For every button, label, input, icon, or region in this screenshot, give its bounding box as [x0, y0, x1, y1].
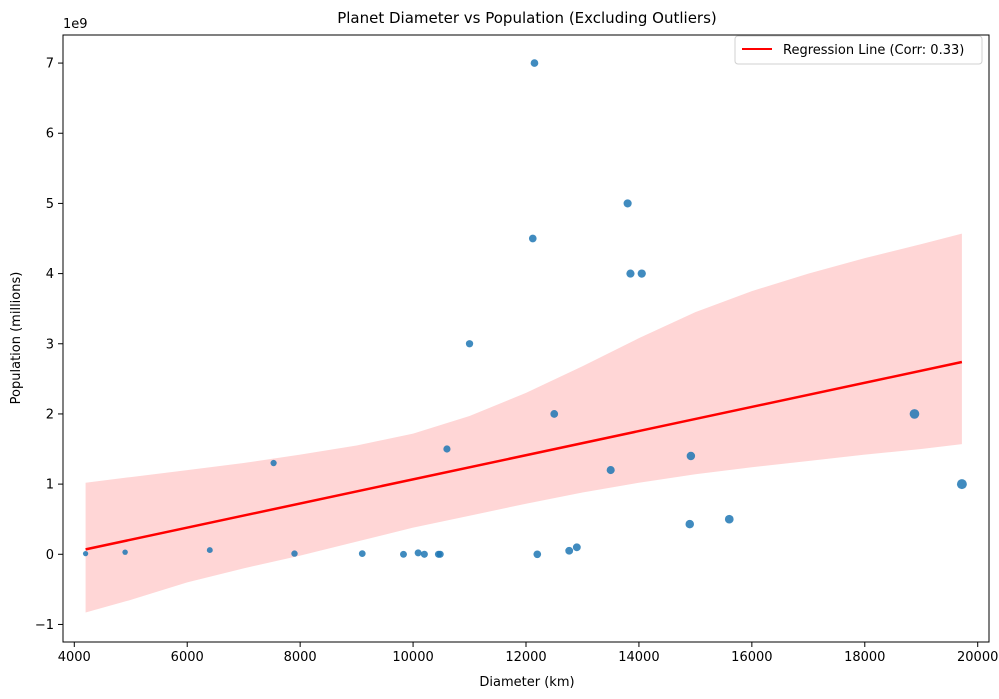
data-point — [528, 234, 537, 243]
points-layer — [82, 59, 967, 559]
regression-line-layer — [85, 360, 963, 551]
data-point — [550, 410, 559, 418]
data-point — [572, 543, 581, 552]
y-tick-label: −1 — [35, 618, 54, 633]
data-point — [724, 514, 734, 524]
y-tick-label: 1 — [46, 478, 54, 493]
y-tick-label: 3 — [46, 337, 54, 352]
data-point — [956, 479, 967, 490]
data-point — [82, 550, 89, 557]
x-tick-label: 8000 — [284, 650, 317, 665]
data-point — [443, 445, 451, 453]
data-point — [206, 547, 213, 554]
data-point — [686, 451, 696, 461]
data-point — [606, 466, 615, 475]
data-point — [623, 199, 632, 208]
y-tick-label: 5 — [46, 197, 54, 212]
x-tick-label: 20000 — [957, 650, 998, 665]
data-point — [533, 550, 542, 559]
y-tick-label: 2 — [46, 407, 54, 422]
legend-box — [734, 35, 983, 65]
data-point — [436, 550, 444, 558]
y-tick-label: 6 — [46, 127, 54, 142]
y-tick-label: 4 — [46, 267, 54, 282]
data-point — [400, 550, 407, 558]
x-tick-label: 14000 — [618, 650, 659, 665]
data-point — [909, 409, 920, 419]
data-point — [637, 269, 646, 278]
y-axis-label: Population (millions) — [9, 272, 24, 405]
x-tick-label: 6000 — [171, 650, 204, 665]
data-point — [530, 59, 539, 67]
legend-regression-label: Regression Line (Corr: 0.33) — [783, 43, 964, 58]
x-axis-label: Diameter (km) — [479, 675, 574, 690]
data-point — [270, 459, 277, 467]
y-tick-label: 0 — [46, 548, 54, 563]
x-tick-label: 4000 — [58, 650, 91, 665]
y-tick-label: 7 — [46, 57, 54, 72]
data-point — [465, 340, 474, 348]
data-point — [626, 269, 635, 278]
x-tick-label: 12000 — [505, 650, 546, 665]
legend: Regression Line (Corr: 0.33) — [734, 35, 983, 65]
plot-area — [62, 34, 990, 643]
data-point — [685, 519, 694, 529]
x-tick-label: 16000 — [731, 650, 772, 665]
chart-title: Planet Diameter vs Population (Excluding… — [337, 9, 717, 27]
x-tick-label: 10000 — [392, 650, 433, 665]
data-point — [565, 546, 574, 555]
y-offset-label: 1e9 — [63, 17, 88, 32]
x-axis-ticks: 4000 6000 8000 10000 12000 14000 16000 18000 200… — [58, 642, 998, 665]
regression-line — [85, 360, 963, 551]
data-point — [414, 549, 422, 557]
confidence-band-layer — [85, 233, 962, 613]
data-point — [358, 550, 366, 557]
confidence-band — [85, 233, 962, 613]
data-point — [122, 549, 128, 555]
data-point — [291, 550, 298, 557]
x-tick-label: 18000 — [844, 650, 885, 665]
y-axis-ticks: −1 0 1 2 3 4 5 6 7 — [35, 57, 63, 633]
data-point — [420, 550, 428, 558]
